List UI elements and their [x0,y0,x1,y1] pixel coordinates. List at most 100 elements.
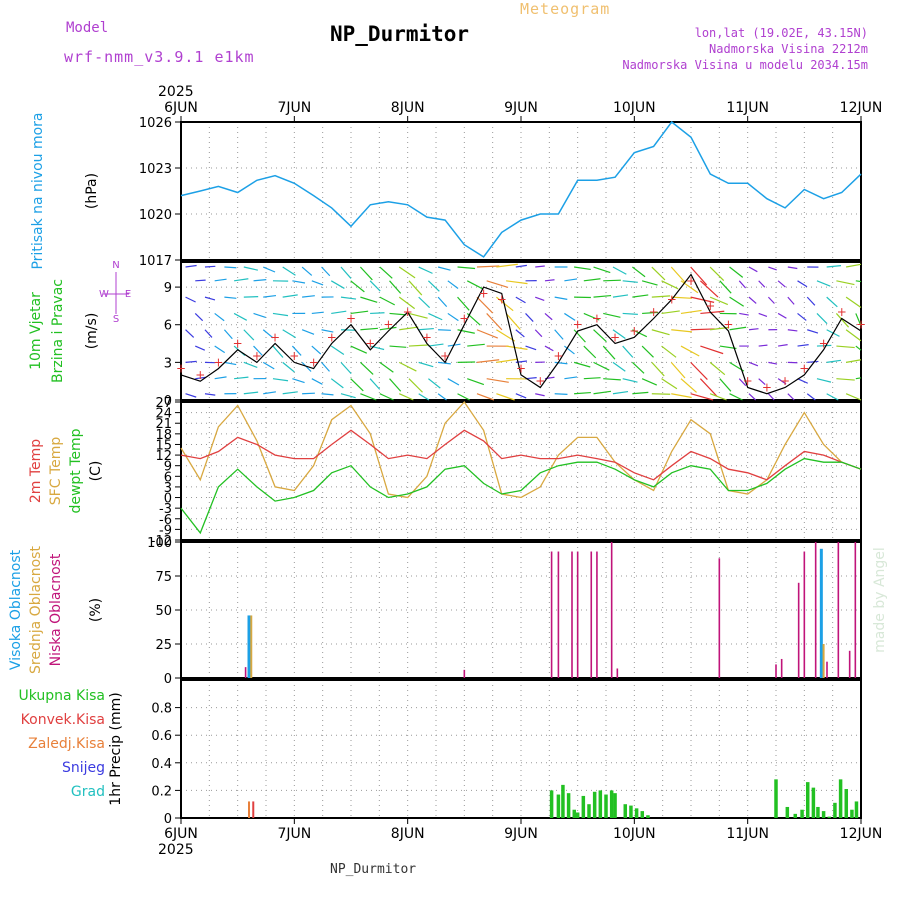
temperature-ytick-label: 9 [164,460,172,475]
wind-arrow [195,279,206,282]
wind-arrow [467,343,485,347]
wind-arrow [574,391,591,395]
precip-ytick-label: 0.2 [151,784,172,799]
wind-arrow [496,329,516,342]
wind-arrow [661,378,678,390]
wind-arrow [680,378,697,393]
wind-arrow [399,326,419,331]
wind-arrow [408,312,428,319]
pressure-title: Pritisak na nivou mora [30,112,46,269]
wind-arrow [243,329,255,341]
wind-arrow [612,329,626,340]
wind-arrow [263,294,277,298]
wind-arrow [272,378,289,382]
wind-arrow [787,393,795,401]
wind-arrow [379,296,396,306]
temperature-ytick-label: 15 [155,438,172,453]
time-tick-label: 12JUN [840,100,883,116]
wind-arrow [583,377,601,380]
total-precip-bar [623,804,628,818]
total-precip-bar [833,802,837,818]
wind-arrow [330,345,345,356]
wind-arrow [661,345,677,358]
model-label: Model [66,20,109,36]
wind-arrow [389,280,402,294]
gust-marker: + [743,374,753,388]
gust-marker: + [459,311,469,325]
wind-arrow [777,280,786,288]
wind-arrow [282,266,296,276]
wind-arrow [185,360,197,363]
total-precip-bar [854,801,859,818]
wind-arrow [282,329,296,339]
temperature-ytick-label: 24 [155,407,172,422]
wind-arrow [359,266,373,281]
time-tick-label: 6JUN [164,826,198,842]
wind-arrow [758,344,768,347]
wind-arrow [641,378,658,386]
cloud-frame [180,541,862,679]
wind-arrow [185,329,195,338]
wind-arrow [340,329,357,331]
model-name: wrf-nmm_v3.9.1 e1km [64,48,255,66]
location-coords: lon,lat (19.02E, 43.15N) [694,26,868,40]
wind-arrow [243,391,259,395]
total-precip-bar [821,811,826,818]
wind-arrow [272,345,284,358]
wind-arrow [457,296,470,311]
temperature-ytick-label: 18 [155,428,172,443]
wind-arrow [515,329,525,338]
wind-arrow [573,361,591,368]
wind-arrow [826,265,842,268]
time-tick-label: 6JUN [164,100,198,116]
wind-arrow [496,263,518,268]
wind-arrow [845,263,862,268]
wind-arrow [476,296,494,314]
wind-arrow [729,266,744,278]
wind-arrow [602,345,616,360]
time-tick-label: 7JUN [277,826,311,842]
wind-arrow [544,312,553,321]
wind-arrow [826,359,842,363]
wind-arrow [272,312,289,317]
precip-title: 1hr Precip (mm) [108,692,124,805]
total-precip-bar [561,784,565,818]
wind-arrow [398,296,416,310]
precip-legend-item: Snijeg [62,760,105,776]
wind-arrow [651,266,666,281]
wind-arrow [748,361,759,367]
gust-marker: + [837,305,847,319]
gust-marker: + [610,330,620,344]
gust-marker: + [649,305,659,319]
wind-arrow [282,294,298,298]
wind-arrow [350,378,364,392]
gust-marker: + [309,355,319,369]
low-cloud-bar [616,668,619,678]
wind-arrow [185,393,197,398]
wind-arrow [447,312,459,322]
wind-arrow [224,296,237,299]
gust-marker: + [535,374,545,388]
wind-arrow [282,361,295,373]
total-precip-bar [609,790,614,818]
wind-arrow [583,278,601,282]
wind-arrow [350,280,365,293]
wind-arrow [787,329,798,332]
precip-ytick-label: 0.8 [151,702,172,717]
wind-arrow [778,344,788,347]
wind-arrow [418,296,431,309]
wind-arrow [437,296,448,308]
wind-arrow [506,280,528,285]
wind-arrow [690,328,715,331]
wind-arrow [583,312,600,321]
wind-arrow [369,345,385,351]
wind-unit: (m/s) [84,313,100,350]
wind-arrow [612,294,629,298]
wind-arrow [622,378,638,383]
low-cloud-bar [576,551,579,678]
wind-arrow [719,378,732,392]
gust-marker: + [346,311,356,325]
wind-arrow [836,345,855,349]
wind-arrow [243,296,259,298]
wind-arrow [748,266,758,273]
